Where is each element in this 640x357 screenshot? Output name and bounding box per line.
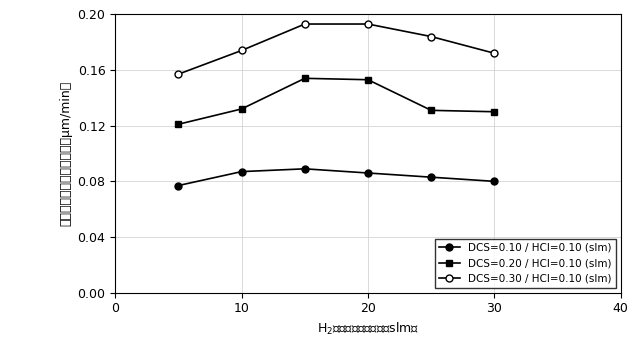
- DCS=0.30 / HCl=0.10 (slm): [175, 72, 182, 76]
- DCS=0.20 / HCl=0.10 (slm): [175, 122, 182, 126]
- DCS=0.20 / HCl=0.10 (slm): [491, 110, 499, 114]
- DCS=0.30 / HCl=0.10 (slm): [301, 22, 308, 26]
- DCS=0.10 / HCl=0.10 (slm): [428, 175, 435, 179]
- DCS=0.10 / HCl=0.10 (slm): [175, 183, 182, 188]
- Y-axis label: エピタキシャル成長速度（μm/min）: エピタキシャル成長速度（μm/min）: [59, 81, 72, 226]
- DCS=0.20 / HCl=0.10 (slm): [238, 107, 246, 111]
- DCS=0.10 / HCl=0.10 (slm): [301, 167, 308, 171]
- Line: DCS=0.20 / HCl=0.10 (slm): DCS=0.20 / HCl=0.10 (slm): [175, 75, 498, 128]
- DCS=0.30 / HCl=0.10 (slm): [491, 51, 499, 55]
- DCS=0.10 / HCl=0.10 (slm): [238, 170, 246, 174]
- X-axis label: H$_2$キャリアガス流量（slm）: H$_2$キャリアガス流量（slm）: [317, 321, 419, 337]
- DCS=0.30 / HCl=0.10 (slm): [238, 48, 246, 52]
- DCS=0.20 / HCl=0.10 (slm): [364, 77, 372, 82]
- Line: DCS=0.30 / HCl=0.10 (slm): DCS=0.30 / HCl=0.10 (slm): [175, 21, 498, 77]
- DCS=0.30 / HCl=0.10 (slm): [428, 34, 435, 39]
- Legend: DCS=0.10 / HCl=0.10 (slm), DCS=0.20 / HCl=0.10 (slm), DCS=0.30 / HCl=0.10 (slm): DCS=0.10 / HCl=0.10 (slm), DCS=0.20 / HC…: [435, 239, 616, 287]
- DCS=0.30 / HCl=0.10 (slm): [364, 22, 372, 26]
- DCS=0.20 / HCl=0.10 (slm): [428, 108, 435, 112]
- DCS=0.10 / HCl=0.10 (slm): [491, 179, 499, 183]
- DCS=0.10 / HCl=0.10 (slm): [364, 171, 372, 175]
- Line: DCS=0.10 / HCl=0.10 (slm): DCS=0.10 / HCl=0.10 (slm): [175, 165, 498, 189]
- DCS=0.20 / HCl=0.10 (slm): [301, 76, 308, 80]
